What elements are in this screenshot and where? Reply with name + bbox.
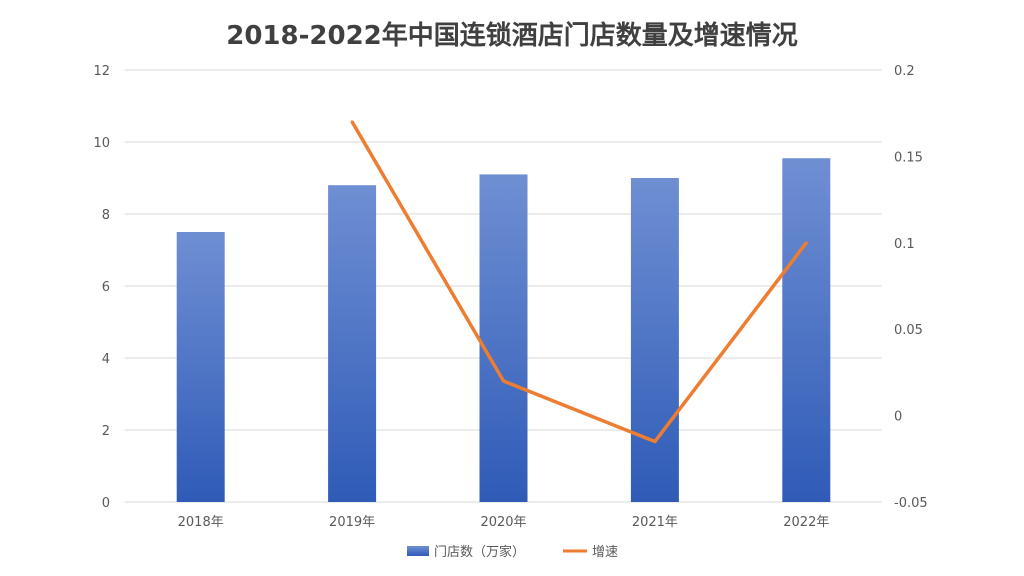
legend-label-bar: 门店数（万家） xyxy=(434,544,525,560)
bar xyxy=(630,178,679,502)
y-right-tick-label: 0.05 xyxy=(894,323,923,338)
growth-line xyxy=(350,120,808,444)
line-point xyxy=(502,379,505,383)
line-point xyxy=(804,241,808,245)
bar xyxy=(176,232,225,502)
bar xyxy=(328,185,377,502)
y-axis-left: 0 2 4 6 8 10 12 xyxy=(93,64,110,511)
line-point xyxy=(350,120,354,124)
y-right-tick-label: 0 xyxy=(894,410,902,425)
bar-series xyxy=(176,158,831,502)
line-point xyxy=(653,440,657,444)
x-tick-label: 2018年 xyxy=(178,515,224,530)
y-right-tick-label: 0.15 xyxy=(894,150,923,165)
y-left-tick-label: 0 xyxy=(102,496,110,511)
y-left-tick-label: 12 xyxy=(93,64,110,79)
y-right-tick-label: 0.1 xyxy=(894,237,915,252)
x-tick-label: 2020年 xyxy=(480,515,526,530)
legend-label-line: 增速 xyxy=(592,545,618,560)
y-axis-right: -0.05 0 0.05 0.1 0.15 0.2 xyxy=(894,64,928,511)
x-axis: 2018年 2019年 2020年 2021年 2022年 xyxy=(178,515,830,530)
x-tick-label: 2021年 xyxy=(632,515,678,530)
y-left-tick-label: 4 xyxy=(102,352,110,367)
chart-title: 2018-2022年中国连锁酒店门店数量及增速情况 xyxy=(226,20,798,51)
y-left-tick-label: 2 xyxy=(102,424,110,439)
line-series xyxy=(350,120,808,444)
bar xyxy=(782,158,831,502)
y-left-tick-label: 10 xyxy=(93,136,110,151)
x-tick-label: 2019年 xyxy=(329,515,375,530)
bar xyxy=(479,174,528,502)
y-right-tick-label: 0.2 xyxy=(894,64,915,79)
x-tick-label: 2022年 xyxy=(783,515,829,530)
legend-swatch-bar xyxy=(407,546,429,556)
legend: 门店数（万家） 增速 xyxy=(407,544,618,560)
y-right-tick-label: -0.05 xyxy=(894,496,928,511)
y-left-tick-label: 6 xyxy=(102,280,110,295)
y-left-tick-label: 8 xyxy=(102,208,110,223)
